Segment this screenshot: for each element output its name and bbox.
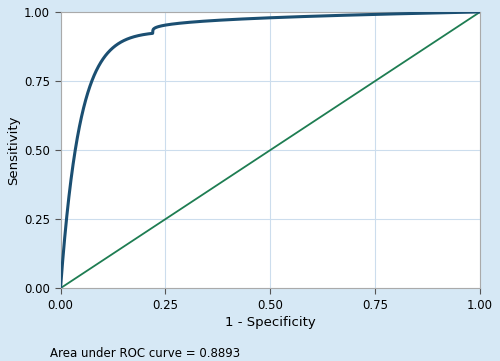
Text: Area under ROC curve = 0.8893: Area under ROC curve = 0.8893: [50, 347, 240, 360]
X-axis label: 1 - Specificity: 1 - Specificity: [225, 316, 316, 329]
Y-axis label: Sensitivity: Sensitivity: [7, 115, 20, 185]
